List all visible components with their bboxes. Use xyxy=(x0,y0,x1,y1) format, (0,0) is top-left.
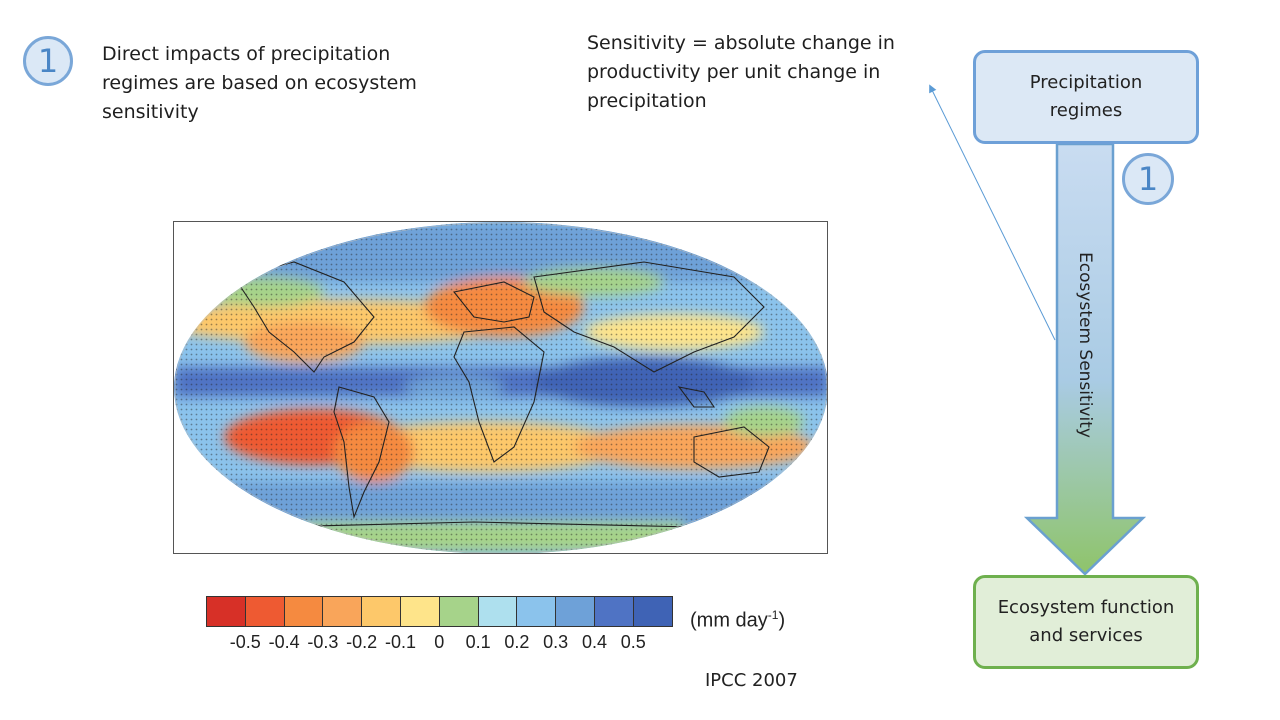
precipitation-change-map xyxy=(173,221,828,554)
colorbar-tick-label: -0.4 xyxy=(268,632,300,652)
colorbar-cell xyxy=(322,596,363,627)
ecosystem-function-box: Ecosystem function and services xyxy=(973,575,1199,669)
colorbar-tick-label: 0.3 xyxy=(543,632,569,652)
down-arrow-shape xyxy=(1023,142,1147,576)
colorbar-cell xyxy=(477,596,518,627)
colorbar-tick-label: 0 xyxy=(434,632,445,652)
colorbar-tick-label: 0.2 xyxy=(504,632,530,652)
colorbar-cell xyxy=(283,596,324,627)
world-map-image xyxy=(174,222,827,553)
colorbar-tick-label: -0.1 xyxy=(384,632,417,652)
colorbar-tick-label: 0.4 xyxy=(581,632,608,652)
colorbar-cell xyxy=(399,596,440,627)
colorbar-units: (mm day-1) xyxy=(690,608,785,633)
colorbar-cell xyxy=(593,596,634,627)
step-number-marker: 1 xyxy=(23,36,73,86)
colorbar-cell xyxy=(438,596,479,627)
connector-line xyxy=(929,84,1056,341)
sensitivity-definition: Sensitivity = absolute change in product… xyxy=(587,32,895,112)
colorbar-cell xyxy=(632,596,673,627)
colorbar-cell xyxy=(361,596,401,627)
source-citation: IPCC 2007 xyxy=(705,670,798,691)
units-base: (mm day xyxy=(690,609,768,632)
units-exponent: -1 xyxy=(767,608,779,622)
units-close: ) xyxy=(778,609,786,632)
colorbar xyxy=(206,596,673,628)
colorbar-tick-label: -0.3 xyxy=(307,632,339,652)
colorbar-cell xyxy=(244,596,285,627)
precipitation-regimes-box: Precipitation regimes xyxy=(973,50,1199,144)
arrow-step-marker: 1 xyxy=(1122,153,1174,205)
colorbar-tick-label: -0.2 xyxy=(346,632,378,652)
ecosystem-function-label: Ecosystem function and services xyxy=(997,597,1175,646)
impact-description: Direct impacts of precipitation regimes … xyxy=(102,43,417,123)
colorbar-cell xyxy=(555,596,595,627)
precipitation-regimes-label: Precipitation regimes xyxy=(1029,72,1143,121)
colorbar-cell xyxy=(516,596,557,627)
colorbar-tick-label: 0.5 xyxy=(620,632,646,652)
colorbar-tick-label: -0.5 xyxy=(229,632,261,652)
ecosystem-sensitivity-label: Ecosystem Sensitivity xyxy=(1075,252,1095,438)
colorbar-cell xyxy=(206,596,246,627)
colorbar-tick-label: 0.1 xyxy=(465,632,491,652)
